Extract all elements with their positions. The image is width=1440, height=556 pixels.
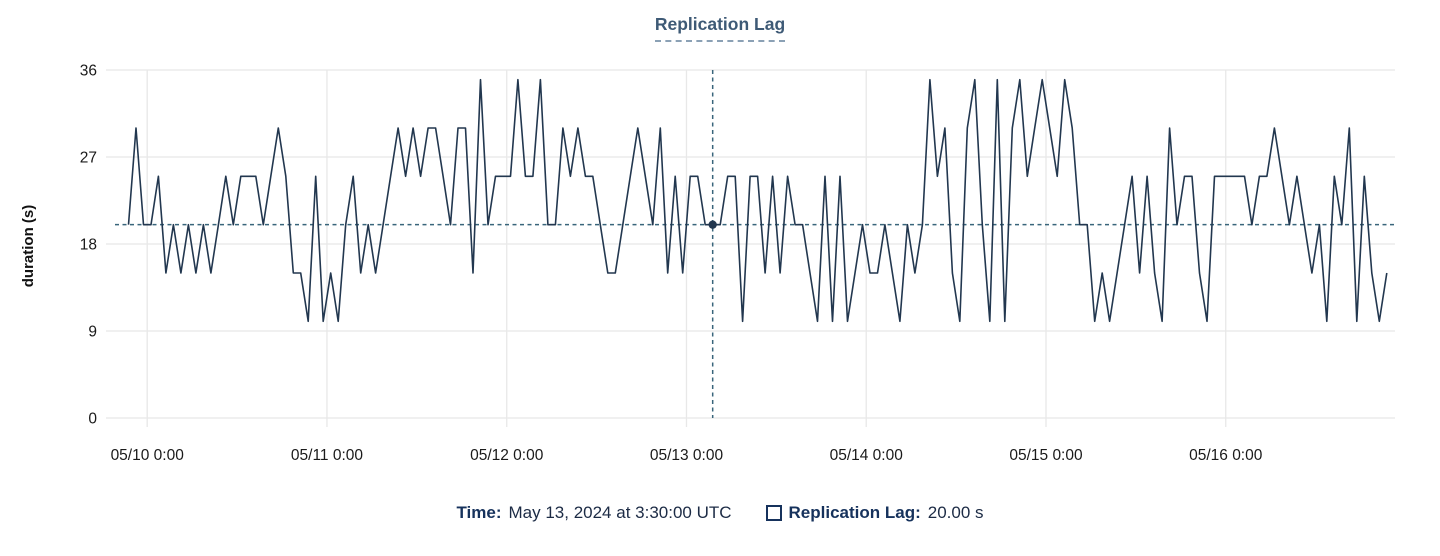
x-tick-label: 05/14 0:00 [830, 447, 904, 464]
chart-title[interactable]: Replication Lag [654, 14, 786, 42]
y-tick-label: 27 [80, 150, 97, 167]
series-line-replication-lag [127, 78, 1388, 323]
marker-dot [708, 220, 717, 229]
x-tick-label: 05/16 0:00 [1189, 447, 1263, 464]
y-tick-label: 9 [88, 324, 97, 341]
series-swatch-icon[interactable] [765, 505, 782, 521]
y-tick-label: 18 [80, 237, 97, 254]
x-tick-label: 05/13 0:00 [650, 447, 724, 464]
x-tick-label: 05/15 0:00 [1009, 447, 1083, 464]
tooltip-time-label: Time: [456, 503, 502, 522]
plot-area[interactable]: 0 9 18 27 36 05/10 0:00 05/11 0:00 05/12 0:00 05… [0, 0, 1440, 490]
tooltip-time-value: May 13, 2024 at 3:30:00 UTC [508, 503, 732, 522]
y-tick-label: 0 [88, 411, 97, 428]
x-tick-label: 05/10 0:00 [111, 447, 185, 464]
x-tick-label: 05/11 0:00 [291, 447, 363, 464]
y-tick-label: 36 [80, 63, 97, 80]
tooltip-series-label: Replication Lag: [788, 503, 921, 522]
x-tick-label: 05/12 0:00 [470, 447, 544, 464]
chart-title-row: Replication Lag [0, 14, 1440, 42]
tooltip-legend: Time: May 13, 2024 at 3:30:00 UTC Replic… [0, 503, 1440, 523]
tooltip-series-value: 20.00 s [927, 503, 984, 522]
